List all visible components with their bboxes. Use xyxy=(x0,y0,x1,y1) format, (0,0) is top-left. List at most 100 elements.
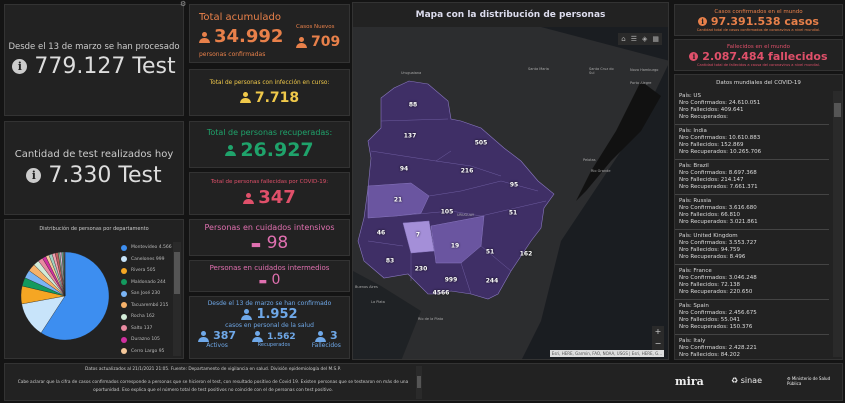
department-label[interactable]: 46 xyxy=(376,229,386,237)
health-label: Desde el 13 de marzo se han confirmado xyxy=(207,300,332,307)
legend-item[interactable]: San José 230 xyxy=(121,288,173,300)
department-label[interactable]: 137 xyxy=(403,132,417,140)
world-cases-desc: Cantidad total de casos confirmados de c… xyxy=(696,27,821,32)
world-cases-value: 97.391.538 casos xyxy=(710,14,819,28)
department-label[interactable]: 216 xyxy=(460,167,474,175)
health-active-label: Activos xyxy=(206,342,228,349)
legend-swatch xyxy=(121,302,127,309)
tests-total-label: Desde el 13 de marzo se han procesado xyxy=(8,41,180,52)
place-name: Novo Hamburgo xyxy=(630,68,659,72)
health-recovered-value: 1.562 xyxy=(267,332,296,342)
department-label[interactable]: 244 xyxy=(485,277,499,285)
department-label[interactable]: 51 xyxy=(485,248,495,256)
country-rec: Nro Recuperados: 8.496 xyxy=(679,254,746,260)
department-label[interactable]: 51 xyxy=(508,209,518,217)
country-conf: Nro Confirmados: 24.610.051 xyxy=(679,100,761,106)
legend-label: Tacuarembó 215 xyxy=(131,302,169,308)
world-data-list: Datos mundiales del COVID-19 País: US Nro… xyxy=(674,74,843,360)
legend-item[interactable]: Rocha 162 xyxy=(121,311,173,323)
person-icon xyxy=(252,331,264,342)
department-label[interactable]: 230 xyxy=(414,265,428,273)
tests-today-value: 7.330 Test xyxy=(48,162,162,188)
basemap-icon[interactable]: ▦ xyxy=(652,35,659,43)
msp-logo: ⚙ Ministerio de Salud Pública xyxy=(787,376,831,386)
country-rec: Nro Recuperados: 7.661.371 xyxy=(679,184,758,190)
country-item[interactable]: País: India Nro Confirmados: 10.610.883 Nr… xyxy=(675,125,829,160)
department-label[interactable]: 505 xyxy=(474,139,488,147)
place-name: Santa Maria xyxy=(528,67,549,71)
settings-icon[interactable]: ⚙ xyxy=(180,0,187,8)
pie-legend: Montevideo 4.566 Canelones 999 Rivera 505 M… xyxy=(121,242,173,356)
place-name: Rio Grande xyxy=(591,169,611,173)
country-fall: Nro Fallecidos: 214.147 xyxy=(679,177,744,183)
footer: Datos actualizados al 21/1/2021 21:05. F… xyxy=(4,363,843,401)
world-list-scrollbar[interactable] xyxy=(833,91,842,357)
legend-item[interactable]: Maldonado 244 xyxy=(121,277,173,289)
legend-item[interactable]: Durazno 105 xyxy=(121,334,173,346)
department-label[interactable]: 21 xyxy=(393,196,403,204)
department-label[interactable]: 94 xyxy=(399,165,409,173)
country-pais: País: Russia xyxy=(679,198,712,204)
person-icon xyxy=(296,36,307,48)
country-fall: Nro Fallecidos: 84.202 xyxy=(679,352,740,358)
legend-item[interactable]: Canelones 999 xyxy=(121,254,173,266)
legend-item[interactable]: Tacuarembó 215 xyxy=(121,300,173,312)
health-active-value: 387 xyxy=(213,329,237,342)
info-icon: i xyxy=(12,59,28,74)
pie-title: Distribución de personas por departament… xyxy=(39,226,149,232)
person-icon xyxy=(241,309,253,320)
department-label[interactable]: 19 xyxy=(450,242,460,250)
country-item[interactable]: País: France Nro Confirmados: 3.046.248 Nr… xyxy=(675,265,829,300)
recovered-value: 26.927 xyxy=(240,139,314,161)
legend-swatch xyxy=(121,336,127,343)
department-label[interactable]: 88 xyxy=(408,101,418,109)
map-canvas[interactable] xyxy=(353,3,669,360)
country-rec: Nro Recuperados: 3.021.861 xyxy=(679,219,758,225)
map-title: Mapa con la distribución de personas xyxy=(353,3,668,27)
department-label[interactable]: 162 xyxy=(519,250,533,258)
icu-card: Personas en cuidados intensivos ▬ 98 xyxy=(189,219,350,256)
place-name: Porto Alegre xyxy=(630,81,652,85)
country-fall: Nro Fallecidos: 66.810 xyxy=(679,212,740,218)
place-name: Buenos Aires xyxy=(355,285,378,289)
department-label[interactable]: 95 xyxy=(509,181,519,189)
home-icon[interactable]: ⌂ xyxy=(621,35,626,43)
health-staff-card: Desde el 13 de marzo se han confirmado 1… xyxy=(189,296,350,359)
department-label[interactable]: 83 xyxy=(385,257,395,265)
layers-icon[interactable]: ◈ xyxy=(641,35,648,43)
intermediate-card: Personas en cuidados intermedios ▬ 0 xyxy=(189,260,350,292)
health-value: 1.952 xyxy=(256,307,298,322)
legend-swatch xyxy=(121,348,127,355)
map-attribution[interactable]: Esri, HERE, Garmin, FAO, NOAA, USGS | Es… xyxy=(549,350,664,357)
country-item[interactable]: País: United Kingdom Nro Confirmados: 3.5… xyxy=(675,230,829,265)
country-item[interactable]: País: US Nro Confirmados: 24.610.051 Nro F… xyxy=(675,90,829,125)
country-item[interactable]: País: Spain Nro Confirmados: 2.456.675 Nro… xyxy=(675,300,829,335)
legend-item[interactable]: Cerro Largo 95 xyxy=(121,346,173,357)
zoom-in-button[interactable]: + xyxy=(654,327,662,336)
department-label[interactable]: 7 xyxy=(415,231,421,239)
country-item[interactable]: País: Italy Nro Confirmados: 2.428.221 Nro… xyxy=(675,335,829,359)
sinae-logo: ♻ sinae xyxy=(731,376,763,385)
active-card: Total de personas con infección en curso… xyxy=(189,69,350,116)
legend-item[interactable]: Salto 137 xyxy=(121,323,173,335)
department-label[interactable]: 105 xyxy=(440,208,454,216)
tests-today-label: Cantidad de test realizados hoy xyxy=(14,148,174,160)
pie-slice-montevideo[interactable] xyxy=(40,251,110,341)
zoom-out-button[interactable]: − xyxy=(654,339,662,348)
footer-scrollbar[interactable] xyxy=(416,366,422,399)
active-value: 7.718 xyxy=(254,89,300,106)
department-label[interactable]: 999 xyxy=(444,276,458,284)
country-item[interactable]: País: Russia Nro Confirmados: 3.616.680 Nr… xyxy=(675,195,829,230)
legend-icon[interactable]: ☰ xyxy=(630,35,637,43)
legend-item[interactable]: Rivera 505 xyxy=(121,265,173,277)
department-label[interactable]: 4566 xyxy=(432,289,450,297)
footer-update: Datos actualizados al 21/1/2021 21:05. F… xyxy=(85,367,341,372)
legend-scrollbar[interactable] xyxy=(173,242,181,356)
legend-item[interactable]: Montevideo 4.566 xyxy=(121,242,173,254)
total-cases-card: Total acumulado 34.992 personas confirma… xyxy=(189,4,350,63)
person-icon xyxy=(198,330,210,342)
country-item[interactable]: País: Brazil Nro Confirmados: 8.697.368 Nr… xyxy=(675,160,829,195)
world-deaths-value: 2.087.484 fallecidos xyxy=(702,49,828,63)
country-fall: Nro Fallecidos: 409.641 xyxy=(679,107,744,113)
country-rec: Nro Recuperados: 220.650 xyxy=(679,289,753,295)
